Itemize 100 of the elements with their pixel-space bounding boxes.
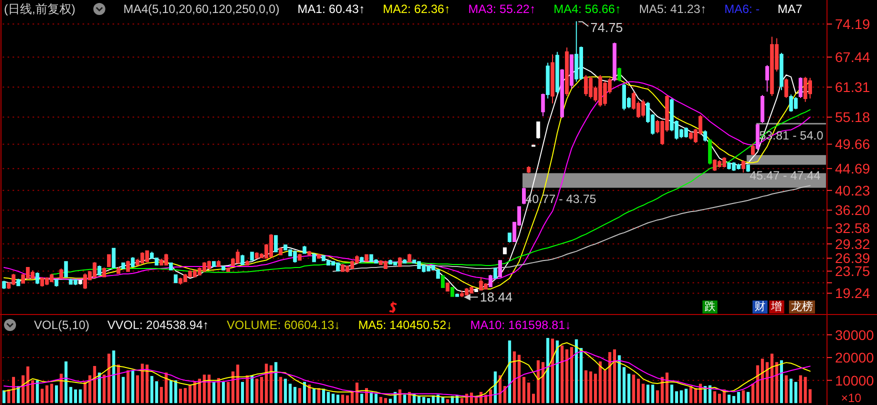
text: MA2: 62.36↑ [382,2,450,16]
chart-title: VOL(5,10) [34,318,90,332]
candlestick [169,262,173,271]
candlestick [212,260,216,268]
text: MA5: 140450.52↓ [358,318,452,332]
bar [799,375,802,404]
line-series [332,185,811,272]
candlestick [174,274,178,284]
candlestick [564,47,569,97]
candlestick [560,68,564,119]
bar [704,386,707,404]
annotation: 跌 [704,301,716,313]
bar [241,382,244,404]
bar [780,360,783,404]
bar [508,340,512,404]
candlestick [546,62,550,99]
text: MA5: 41.23↑ [638,2,706,16]
y-tick-label: 32.58 [835,220,870,236]
candlestick [750,143,755,156]
bar [713,391,716,404]
bar [222,382,225,404]
bar [604,370,606,404]
candlestick [522,187,526,205]
bar [136,375,140,404]
bar [116,364,120,404]
candlestick [240,254,244,266]
candlestick [16,278,20,287]
bar [728,394,731,404]
candlestick [498,260,502,278]
bar [489,389,492,404]
bar [446,399,450,404]
bar [279,376,282,404]
candlestick [126,260,130,272]
bar [102,374,106,404]
bar [131,370,134,404]
text: MA1: 60.43↑ [297,2,365,16]
bar [336,394,340,404]
bar [656,390,659,404]
candlestick [130,256,135,268]
text: VOLUME: 60604.13↓ [226,318,340,332]
candlestick [112,247,116,269]
candlestick [746,164,750,172]
candlestick [541,93,545,117]
y-axis-title: ×10 [841,391,862,405]
candlestick [765,64,770,92]
candlestick [617,67,622,82]
annotation: VVOL: 204538.94↑ [107,318,209,332]
line-series [3,350,811,398]
candlestick [274,234,278,253]
bar [212,382,216,404]
candlestick [402,258,407,264]
series-label: MA10: 161598.81↓ [470,318,572,332]
candlestick [116,266,120,274]
candlestick [408,253,412,263]
candlestick [35,272,40,285]
candlestick [570,54,574,90]
candlestick [316,253,321,260]
bar [274,362,278,404]
bar [341,394,344,404]
bar [632,374,636,404]
bar [441,396,444,404]
candlestick [502,247,507,254]
bar [666,372,668,404]
bar [12,376,16,404]
legend-label: MA6: - [724,2,760,16]
bar [188,384,192,404]
bar [36,380,39,404]
bar [718,394,721,404]
bar [40,388,44,404]
bar [708,385,712,404]
y-tick-label: 61.31 [835,79,870,96]
bar [226,382,230,404]
bar [427,398,430,404]
candlestick [298,253,302,262]
candlestick [526,166,531,174]
y-tick-label: 40.23 [835,182,870,198]
bar [178,388,182,404]
annotation: 74.75 [590,20,623,35]
bar [98,372,101,404]
bar [107,354,110,404]
annotation: 增 [770,301,782,313]
candlestick [756,123,760,150]
y-tick-label: 20000 [835,350,874,366]
candlestick [798,76,802,98]
candlestick [312,252,316,263]
bar [790,378,793,404]
bar [74,389,78,404]
candlestick [364,254,368,262]
candlestick [360,256,364,263]
bar [556,340,559,404]
bar [742,390,745,404]
candlestick [493,266,498,280]
candlestick [550,54,554,104]
candlestick [450,286,454,298]
bar [54,385,58,404]
bar [64,361,68,404]
bar [627,374,630,404]
bar [403,394,406,404]
bar [84,382,87,404]
candlestick [107,254,111,268]
